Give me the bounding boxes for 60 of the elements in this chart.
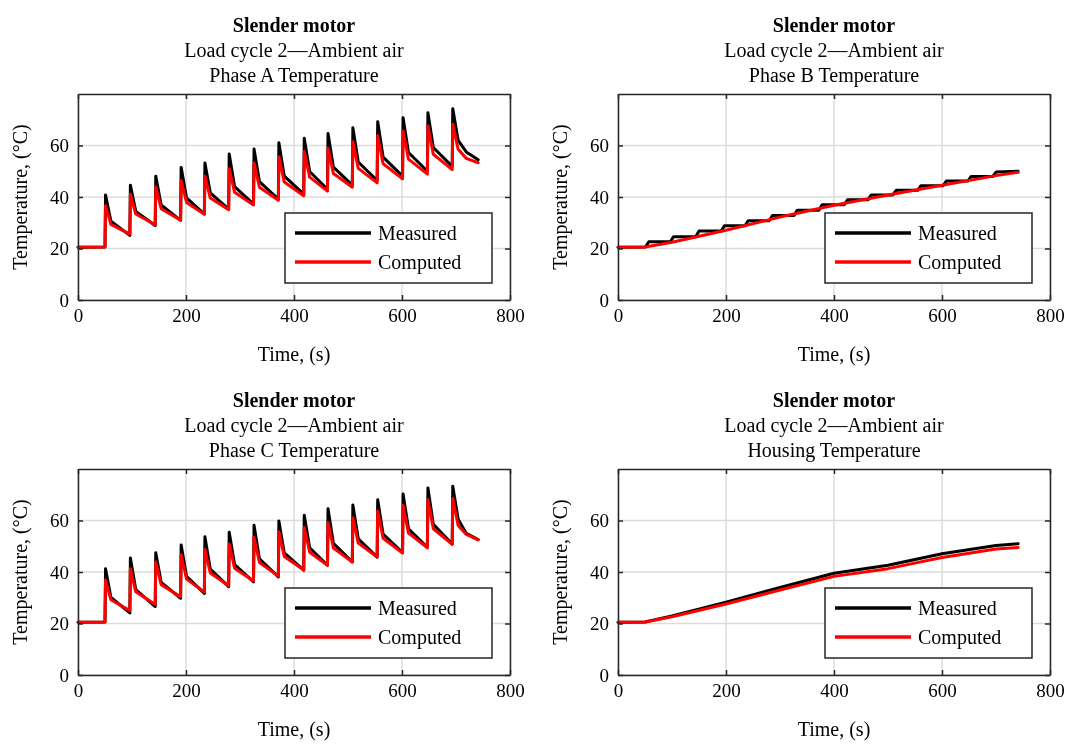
y-tick-label: 0: [599, 289, 609, 311]
x-tick-label: 0: [613, 305, 624, 327]
x-axis-title: Time, (s): [257, 718, 331, 741]
x-tick-label: 600: [388, 680, 417, 702]
y-tick-label: 40: [50, 186, 69, 208]
legend-label: Computed: [378, 251, 462, 274]
y-tick-label: 40: [590, 186, 609, 208]
y-tick-label: 20: [50, 238, 69, 260]
y-tick-label: 40: [590, 561, 609, 583]
y-axis-title: Temperature, (°C): [549, 124, 572, 270]
y-axis-title: Temperature, (°C): [9, 124, 32, 270]
x-tick-label: 200: [712, 680, 741, 702]
x-tick-label: 800: [496, 680, 525, 702]
legend-label: Measured: [378, 597, 457, 619]
chart-subtitle: Load cycle 2—Ambient air Housing Temperature: [724, 414, 945, 462]
chart-title: Slender motor: [232, 14, 356, 36]
y-tick-label: 0: [59, 289, 69, 311]
x-tick-label: 0: [73, 680, 84, 702]
chart-subtitle: Load cycle 2—Ambient air Phase C Temperature: [184, 414, 405, 462]
x-tick-label: 600: [928, 680, 957, 702]
y-tick-label: 60: [50, 135, 69, 157]
x-tick-label: 600: [388, 305, 417, 327]
legend-label: Computed: [378, 626, 462, 649]
x-tick-label: 200: [172, 305, 201, 327]
chart-title: Slender motor: [232, 389, 356, 411]
legend-label: Computed: [918, 251, 1002, 274]
legend-label: Measured: [918, 222, 997, 244]
legend-label: Computed: [918, 626, 1002, 649]
x-tick-label: 400: [280, 680, 309, 702]
x-tick-label: 200: [712, 305, 741, 327]
x-axis-title: Time, (s): [797, 718, 871, 741]
y-tick-label: 60: [590, 135, 609, 157]
x-tick-label: 800: [1036, 305, 1065, 327]
chart-title: Slender motor: [772, 14, 896, 36]
x-axis-title: Time, (s): [797, 343, 871, 366]
legend-label: Measured: [918, 597, 997, 619]
chart-subtitle: Load cycle 2—Ambient air Phase A Temperature: [184, 39, 405, 87]
y-tick-label: 20: [50, 613, 69, 635]
y-tick-label: 60: [50, 510, 69, 532]
x-tick-label: 800: [496, 305, 525, 327]
x-tick-label: 200: [172, 680, 201, 702]
y-tick-label: 20: [590, 613, 609, 635]
x-tick-label: 600: [928, 305, 957, 327]
chart-title: Slender motor: [772, 389, 896, 411]
chart-subtitle: Load cycle 2—Ambient air Phase B Temperature: [724, 39, 945, 87]
y-tick-label: 40: [50, 561, 69, 583]
y-tick-label: 0: [59, 664, 69, 686]
x-axis-title: Time, (s): [257, 343, 331, 366]
x-tick-label: 400: [280, 305, 309, 327]
y-axis-title: Temperature, (°C): [9, 499, 32, 645]
x-tick-label: 0: [73, 305, 84, 327]
x-tick-label: 0: [613, 680, 624, 702]
x-tick-label: 400: [820, 680, 849, 702]
y-tick-label: 20: [590, 238, 609, 260]
x-tick-label: 800: [1036, 680, 1065, 702]
y-tick-label: 60: [590, 510, 609, 532]
x-tick-label: 400: [820, 305, 849, 327]
y-axis-title: Temperature, (°C): [549, 499, 572, 645]
legend-label: Measured: [378, 222, 457, 244]
y-tick-label: 0: [599, 664, 609, 686]
